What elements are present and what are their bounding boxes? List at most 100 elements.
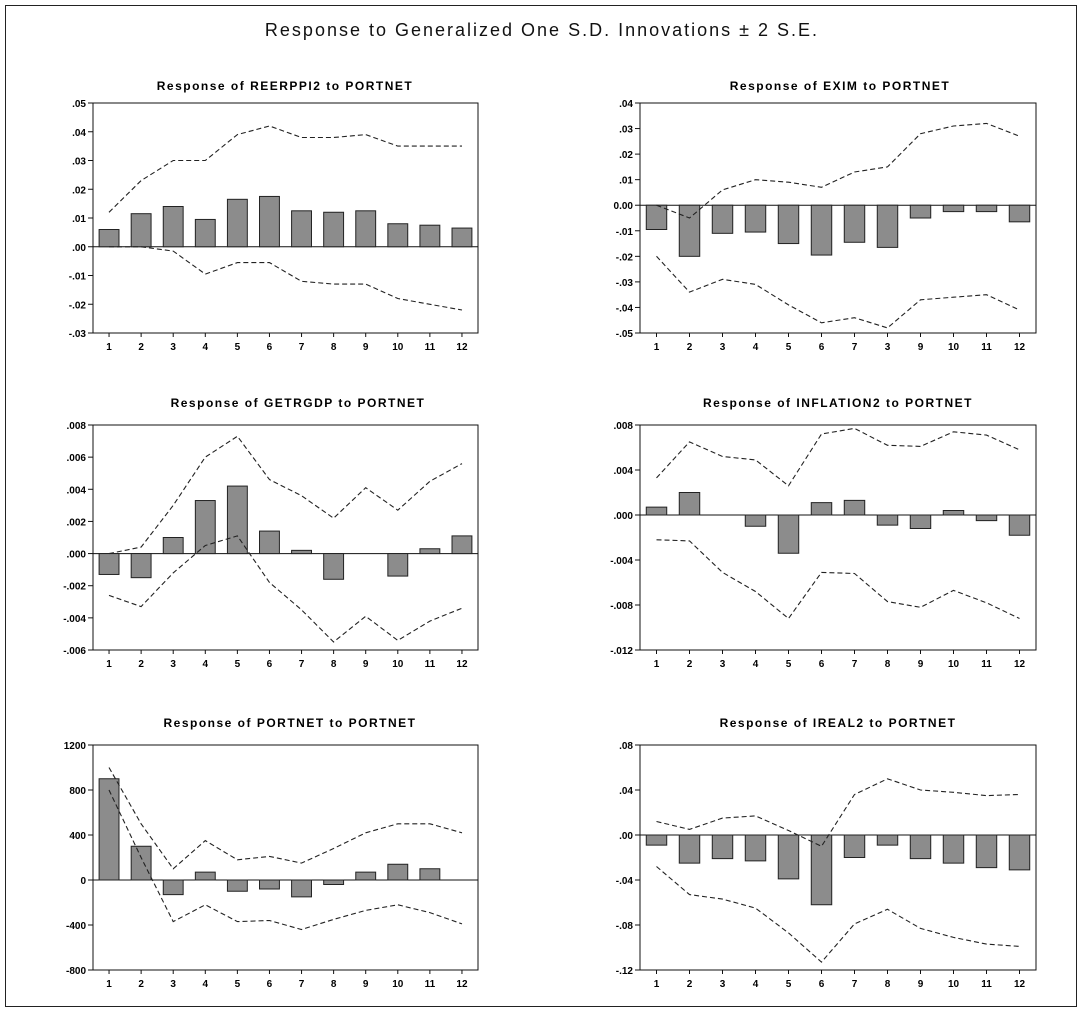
impulse-bar (876, 514, 899, 526)
impulse-bar (259, 195, 280, 248)
x-tick-label: 1 (654, 659, 660, 670)
impulse-bar (645, 834, 668, 846)
impulse-bar (810, 204, 833, 256)
x-tick-label: 4 (753, 342, 759, 353)
x-tick-label: 2 (687, 342, 693, 353)
impulse-bar (451, 227, 473, 248)
y-tick-label: -800 (66, 966, 86, 977)
y-tick-label: .04 (619, 99, 633, 110)
x-tick-label: 5 (235, 659, 241, 670)
y-tick-label: -.04 (616, 303, 634, 314)
upper-band-line (656, 778, 1020, 848)
impulse-bar (259, 879, 280, 890)
x-tick-label: 7 (299, 659, 305, 670)
x-tick-label: 1 (106, 659, 112, 670)
y-tick-label: .04 (72, 128, 86, 139)
impulse-bar (975, 514, 998, 522)
x-tick-label: 1 (106, 342, 112, 353)
y-tick-label: -.01 (69, 272, 87, 283)
x-tick-label: 6 (267, 979, 273, 990)
x-tick-label: 10 (948, 979, 960, 990)
impulse-bar (876, 204, 899, 248)
x-tick-label: 12 (456, 979, 468, 990)
lower-band-line (108, 535, 463, 643)
impulse-bar (777, 514, 800, 554)
x-tick-label: 3 (170, 342, 176, 353)
x-tick-label: 5 (786, 979, 792, 990)
figure-frame (5, 5, 1077, 1007)
x-tick-label: 11 (981, 342, 992, 353)
impulse-bar (678, 834, 701, 864)
impulse-bar (1008, 834, 1031, 871)
chart-title: Response of INFLATION2 to PORTNET (703, 396, 973, 410)
impulse-bar (323, 553, 345, 580)
impulse-bar (678, 492, 701, 516)
x-tick-label: 11 (981, 979, 992, 990)
plot-frame (639, 424, 1037, 651)
x-tick-label: 3 (720, 979, 726, 990)
y-tick-label: 400 (69, 831, 86, 842)
x-tick-label: 4 (753, 979, 759, 990)
x-tick-label: 9 (918, 979, 924, 990)
impulse-bar (323, 211, 345, 248)
impulse-bar (909, 204, 932, 219)
x-tick-label: 5 (786, 342, 792, 353)
impulse-bar (942, 834, 965, 864)
y-tick-label: .008 (614, 421, 634, 432)
impulse-bar (810, 502, 833, 516)
impulse-bar (744, 514, 767, 527)
impulse-bar (744, 204, 767, 233)
y-tick-label: .008 (67, 421, 87, 432)
lower-band-line (656, 539, 1020, 620)
x-tick-label: 7 (299, 342, 305, 353)
impulse-bar (387, 223, 409, 248)
impulse-bar (744, 834, 767, 862)
lower-band-line (109, 246, 463, 311)
x-tick-label: 2 (138, 659, 144, 670)
impulse-bar (909, 514, 932, 529)
y-tick-label: -.006 (63, 646, 86, 657)
y-tick-label: .00 (72, 243, 86, 254)
y-tick-label: .01 (619, 176, 633, 187)
impulse-bar (226, 485, 248, 555)
impulse-bar (291, 549, 312, 555)
y-tick-label: .004 (614, 466, 634, 477)
impulse-bar (291, 879, 312, 898)
x-tick-label: 10 (948, 659, 960, 670)
impulse-bar (419, 868, 441, 881)
y-tick-label: -.12 (616, 966, 634, 977)
lower-band-line (108, 789, 463, 931)
impulse-bar (162, 879, 184, 896)
impulse-bar (162, 206, 184, 248)
impulse-bar (419, 548, 441, 555)
x-tick-label: 9 (363, 342, 369, 353)
y-tick-label: .000 (67, 550, 87, 561)
impulse-bar (387, 553, 409, 577)
x-tick-label: 4 (753, 659, 759, 670)
y-tick-label: -.05 (616, 329, 634, 340)
y-tick-label: -.012 (610, 646, 633, 657)
impulse-bar (942, 510, 965, 516)
impulse-bar (975, 204, 998, 213)
impulse-bar (355, 210, 377, 248)
impulse-bar (645, 506, 668, 516)
y-tick-label: .04 (619, 786, 633, 797)
y-tick-label: .02 (619, 150, 633, 161)
impulse-bar (162, 537, 184, 555)
x-tick-label: 6 (267, 659, 273, 670)
y-tick-label: .08 (619, 741, 633, 752)
impulse-bar (909, 834, 932, 860)
plot-frame (92, 744, 479, 971)
y-tick-label: 800 (69, 786, 86, 797)
x-tick-label: 12 (1014, 979, 1026, 990)
impulse-bar (810, 834, 833, 906)
impulse-bar (323, 879, 345, 885)
impulse-bar (843, 834, 866, 858)
x-tick-label: 4 (203, 979, 209, 990)
impulse-bar (1008, 204, 1031, 223)
impulse-bar (876, 834, 899, 846)
impulse-bar (777, 204, 800, 245)
